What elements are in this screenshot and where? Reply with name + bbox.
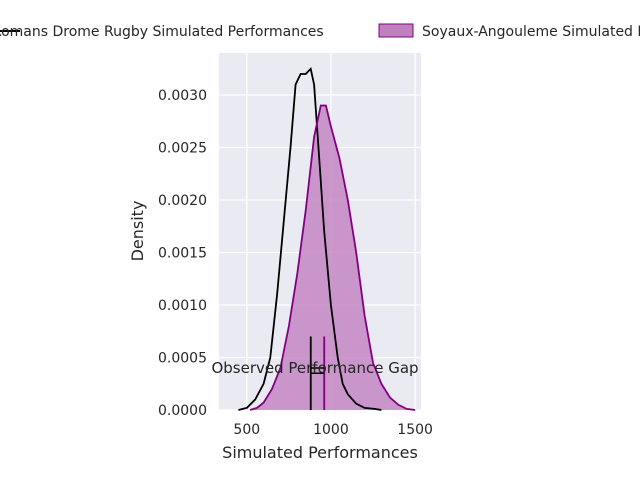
y-tick-label: 0.0000 [158,403,207,419]
series-line-1 [249,104,416,411]
gap-bracket [310,367,325,374]
legend: Romans Drome Rugby Simulated Performance… [0,23,640,40]
observed-markers [309,336,326,410]
series-line-0 [238,66,382,411]
y-tick-label: 0.0005 [158,351,207,367]
y-tick-label: 0.0020 [158,193,207,209]
y-axis-title: Density [128,201,147,262]
density-curves [238,66,416,411]
x-axis-title: Simulated Performances [222,443,418,462]
x-tick-label: 500 [233,422,260,438]
legend-label-soyaux: Soyaux-Angouleme Simulated Performances [422,24,640,40]
x-tick-label: 1000 [313,422,349,438]
legend-label-romans: Romans Drome Rugby Simulated Performance… [0,24,324,40]
y-tick-label: 0.0015 [158,246,207,262]
y-tick-label: 0.0010 [158,298,207,314]
legend-swatch-soyaux [378,23,414,38]
x-tick-label: 1500 [397,422,433,438]
annotation-text: Observed Performance Gap [211,359,418,377]
y-tick-label: 0.0025 [158,141,207,157]
y-tick-label: 0.0030 [158,88,207,104]
axis-ticks: 500 1000 1500 0.0000 0.0005 0.0010 0.0015 0.002… [158,88,433,438]
series-fill-1 [250,105,416,410]
